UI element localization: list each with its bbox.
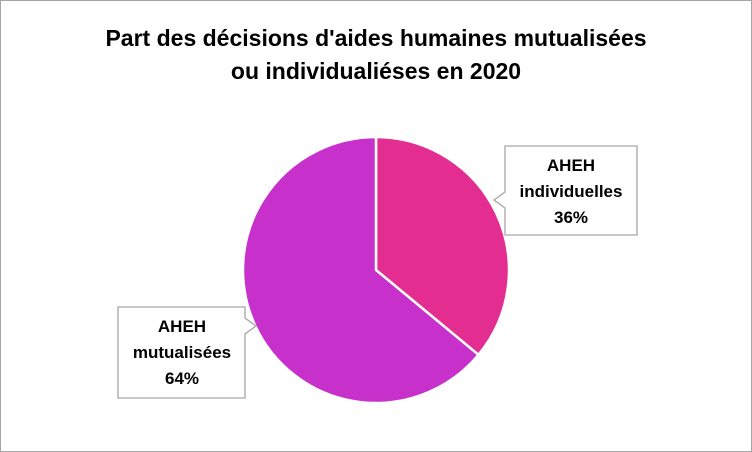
pie-slice-individuelles	[374, 135, 511, 357]
callout-mutualisees-box	[117, 306, 258, 399]
callout-mutualisees: AHEH mutualisées 64%	[117, 306, 258, 399]
chart-title-line-2: ou individualiéses en 2020	[230, 58, 522, 84]
pie-slices	[241, 135, 511, 405]
chart-title: Part des décisions d'aides humaines mutu…	[40, 22, 712, 88]
callout-individuelles-label-line-2: individuelles	[520, 182, 623, 201]
callout-individuelles: AHEH individuelles 36%	[492, 145, 638, 236]
chart-title-line-1: Part des décisions d'aides humaines mutu…	[105, 25, 647, 51]
callout-individuelles-box	[492, 145, 638, 236]
callout-mutualisees-label-line-2: mutualisées	[133, 343, 231, 362]
callout-individuelles-label-line-1: AHEH	[547, 156, 595, 175]
callout-individuelles-percent: 36%	[554, 208, 588, 227]
callout-mutualisees-label-line-1: AHEH	[158, 317, 206, 336]
callout-mutualisees-percent: 64%	[165, 369, 199, 388]
